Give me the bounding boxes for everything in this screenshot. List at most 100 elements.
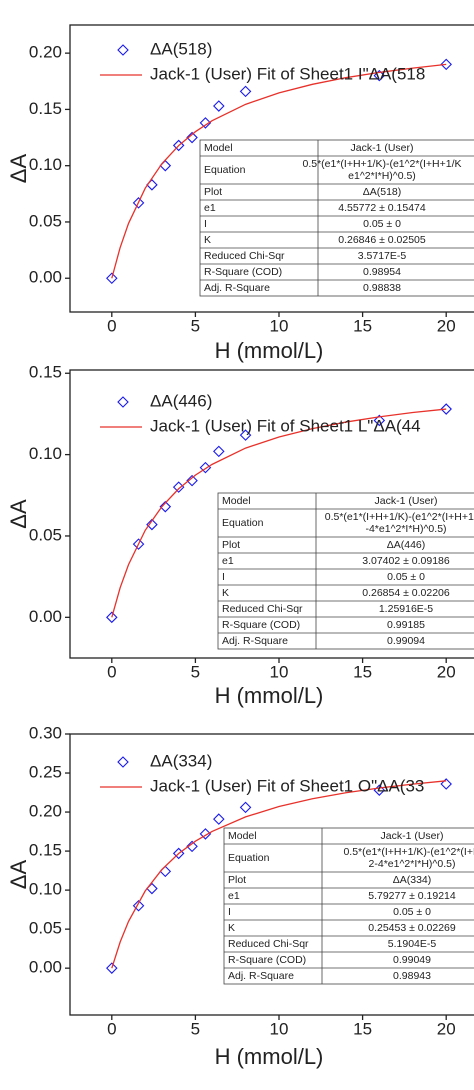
x-tick-label: 20 — [437, 1019, 456, 1038]
x-tick-label: 0 — [107, 662, 116, 681]
y-tick-label: 0.20 — [29, 43, 62, 62]
table-value: e1^2*I*H)^0.5) — [348, 170, 416, 182]
table-value: 0.5*(e1*(I+H+1/K)-(e1^2*(I+H+1/K) — [325, 511, 474, 523]
table-label: Plot — [204, 186, 222, 198]
legend-label: Jack-1 (User) Fit of Sheet1 O"ΔA(33 — [150, 776, 424, 795]
table-label: e1 — [222, 555, 234, 567]
table-value: ΔA(446) — [387, 539, 426, 551]
y-tick-label: 0.10 — [29, 155, 62, 174]
legend-label: Jack-1 (User) Fit of Sheet1 L"ΔA(44 — [150, 416, 421, 435]
data-point — [199, 828, 212, 840]
x-tick-label: 0 — [107, 1019, 116, 1038]
data-point — [239, 429, 252, 441]
table-header: Jack-1 (User) — [350, 142, 413, 154]
data-point — [373, 69, 386, 82]
data-point — [172, 139, 185, 152]
y-tick-label: 0.00 — [29, 607, 62, 626]
table-label: K — [204, 234, 211, 246]
y-tick-label: 0.15 — [29, 99, 62, 118]
y-tick-label: 0.25 — [29, 763, 62, 782]
table-label: Equation — [228, 852, 270, 864]
table-label: Adj. R-Square — [222, 635, 288, 647]
table-header: Model — [228, 830, 257, 842]
data-point — [186, 840, 198, 853]
legend-label: ΔA(334) — [150, 751, 212, 770]
y-tick-label: 0.30 — [29, 723, 62, 742]
data-point — [213, 813, 225, 825]
x-tick-label: 0 — [107, 316, 116, 335]
table-label: Adj. R-Square — [204, 282, 270, 294]
x-tick-label: 20 — [437, 662, 456, 681]
data-point — [199, 117, 212, 129]
table-header: Jack-1 (User) — [374, 495, 437, 507]
data-point — [440, 58, 452, 71]
table-label: K — [222, 587, 229, 599]
data-point — [132, 538, 145, 550]
data-point — [159, 865, 172, 878]
y-axis-label: ΔA — [6, 499, 31, 529]
table-value: 3.07402 ± 0.09186 — [362, 555, 450, 567]
legend-marker — [117, 44, 129, 56]
table-label: K — [228, 922, 235, 934]
table-label: e1 — [204, 202, 216, 214]
table-label: Plot — [228, 874, 246, 886]
data-point — [186, 131, 198, 144]
table-value: 0.5*(e1*(I+H+1/K)-(e1^2*(I+H — [343, 846, 474, 858]
x-tick-label: 20 — [437, 316, 456, 335]
fit-line — [111, 63, 447, 279]
data-point — [186, 474, 198, 487]
table-value: 5.79277 ± 0.19214 — [368, 890, 456, 902]
data-point — [159, 500, 172, 513]
data-point — [146, 518, 158, 531]
y-tick-label: 0.00 — [29, 958, 62, 977]
table-header: Model — [222, 495, 251, 507]
table-value: 0.98954 — [363, 266, 401, 278]
table-label: Equation — [222, 517, 264, 529]
table-value: 3.5717E-5 — [358, 250, 407, 262]
y-tick-label: 0.20 — [29, 802, 62, 821]
x-tick-label: 10 — [270, 662, 289, 681]
y-tick-label: 0.10 — [29, 444, 62, 463]
data-point — [440, 403, 452, 415]
table-value: 0.05 ± 0 — [393, 906, 431, 918]
legend-marker — [117, 396, 129, 408]
x-tick-label: 5 — [191, 316, 200, 335]
data-point — [106, 272, 118, 285]
table-label: e1 — [228, 890, 240, 902]
x-tick-label: 10 — [270, 1019, 289, 1038]
x-tick-label: 15 — [353, 1019, 372, 1038]
data-point — [239, 801, 252, 814]
x-tick-label: 10 — [270, 316, 289, 335]
legend-marker — [117, 756, 129, 768]
table-value: 0.99049 — [393, 954, 431, 966]
data-point — [146, 882, 158, 895]
y-tick-label: 0.10 — [29, 880, 62, 899]
y-axis-label: ΔA — [6, 859, 31, 889]
table-value: 0.5*(e1*(I+H+1/K)-(e1^2*(I+H+1/K — [302, 158, 461, 170]
table-value: 0.99094 — [387, 635, 425, 647]
table-label: R-Square (COD) — [204, 266, 282, 278]
table-label: Reduced Chi-Sqr — [228, 938, 309, 950]
legend-label: ΔA(446) — [150, 391, 212, 410]
legend-label: ΔA(518) — [150, 39, 212, 58]
data-point — [213, 100, 225, 112]
table-value: 0.05 ± 0 — [363, 218, 401, 230]
data-point — [106, 611, 118, 624]
x-tick-label: 5 — [191, 662, 200, 681]
fit-table — [223, 827, 474, 985]
x-axis-label: H (mmol/L) — [215, 683, 324, 708]
table-value: 0.05 ± 0 — [387, 571, 425, 583]
table-label: Reduced Chi-Sqr — [204, 250, 285, 262]
data-point — [440, 778, 452, 790]
data-point — [373, 414, 386, 427]
y-tick-label: 0.15 — [29, 363, 62, 382]
table-label: Reduced Chi-Sqr — [222, 603, 303, 615]
fit-table — [199, 139, 474, 297]
table-header: Model — [204, 142, 233, 154]
data-point — [172, 481, 185, 493]
table-label: R-Square (COD) — [222, 619, 300, 631]
table-label: I — [222, 571, 225, 583]
table-value: ΔA(518) — [363, 186, 402, 198]
legend-label: Jack-1 (User) Fit of Sheet1 I"ΔA(518 — [150, 64, 425, 83]
